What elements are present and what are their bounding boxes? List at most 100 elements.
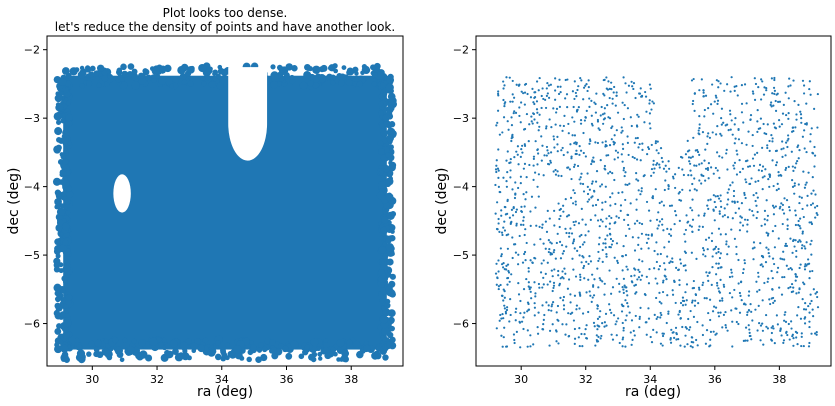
data-point — [615, 94, 618, 97]
data-point — [776, 266, 780, 269]
data-point — [668, 261, 671, 264]
data-point — [497, 285, 501, 288]
data-point — [698, 126, 701, 130]
data-point — [533, 314, 536, 317]
data-point — [632, 329, 635, 332]
data-point — [805, 150, 808, 154]
data-point — [589, 139, 592, 143]
data-point — [783, 313, 786, 316]
data-point — [808, 311, 811, 314]
data-point — [649, 87, 652, 90]
data-point — [743, 218, 747, 221]
data-point — [731, 133, 734, 136]
data-point — [513, 341, 516, 345]
data-point — [700, 173, 703, 176]
data-point — [678, 279, 681, 282]
data-point — [712, 172, 715, 175]
data-point — [777, 118, 781, 122]
data-point — [779, 257, 782, 260]
data-point — [661, 344, 664, 347]
data-point — [740, 216, 743, 219]
data-point — [704, 167, 708, 170]
data-point — [765, 231, 768, 234]
data-point — [671, 260, 674, 264]
data-point — [534, 206, 537, 209]
data-point — [608, 222, 612, 225]
data-point — [813, 165, 816, 168]
data-point — [730, 271, 733, 274]
data-point — [736, 200, 739, 203]
data-point — [616, 151, 620, 154]
data-point — [585, 291, 588, 294]
data-point — [583, 119, 586, 122]
data-point — [679, 262, 683, 265]
data-point — [540, 106, 543, 110]
data-point — [640, 95, 644, 98]
data-point — [521, 151, 524, 154]
data-point — [716, 194, 719, 198]
data-point — [713, 219, 716, 222]
data-point — [697, 132, 700, 135]
data-point — [622, 326, 625, 330]
data-point — [792, 286, 795, 289]
data-point — [497, 94, 500, 97]
data-point — [565, 215, 569, 218]
data-point — [718, 299, 722, 302]
data-point — [507, 128, 510, 131]
data-point — [382, 114, 390, 122]
data-point — [182, 352, 189, 359]
data-point — [787, 165, 790, 169]
data-point — [692, 341, 695, 344]
data-point — [303, 70, 312, 79]
data-point — [654, 188, 657, 191]
data-point — [740, 102, 744, 105]
data-point — [65, 100, 71, 106]
data-point — [582, 131, 585, 135]
data-point — [549, 159, 552, 162]
data-point — [753, 77, 756, 80]
data-point — [501, 131, 504, 134]
data-point — [733, 85, 736, 88]
data-point — [299, 81, 308, 90]
data-point — [702, 253, 705, 256]
data-point — [541, 286, 544, 289]
data-point — [696, 320, 699, 324]
data-point — [814, 216, 817, 219]
data-point — [743, 259, 746, 262]
data-point — [733, 201, 736, 204]
data-point — [510, 273, 513, 276]
data-point — [503, 84, 506, 87]
data-point — [637, 115, 640, 118]
data-point — [669, 260, 672, 263]
data-point — [551, 275, 554, 278]
data-point — [514, 193, 517, 196]
data-point — [773, 342, 776, 345]
data-point — [640, 247, 643, 250]
data-point — [770, 269, 773, 273]
data-point — [380, 82, 386, 88]
data-point — [586, 200, 589, 203]
data-point — [727, 188, 730, 191]
data-point — [808, 325, 811, 329]
data-point — [569, 196, 573, 199]
data-point — [751, 209, 754, 213]
data-point — [523, 311, 526, 314]
data-point — [714, 245, 718, 248]
data-point — [618, 282, 621, 285]
data-point — [547, 250, 550, 254]
left-chart: Plot looks too dense. let's reduce the d… — [6, 6, 404, 400]
data-point — [678, 191, 681, 194]
data-point — [534, 171, 537, 174]
data-point — [606, 88, 610, 91]
data-point — [62, 158, 69, 165]
x-tick-label: 32 — [150, 373, 164, 386]
data-point — [500, 317, 503, 320]
data-point — [597, 259, 600, 263]
data-point — [56, 119, 62, 125]
data-point — [346, 339, 353, 346]
data-point — [382, 209, 389, 216]
data-point — [494, 168, 498, 171]
data-point — [634, 292, 637, 295]
data-point — [593, 325, 596, 328]
data-point — [700, 182, 703, 185]
